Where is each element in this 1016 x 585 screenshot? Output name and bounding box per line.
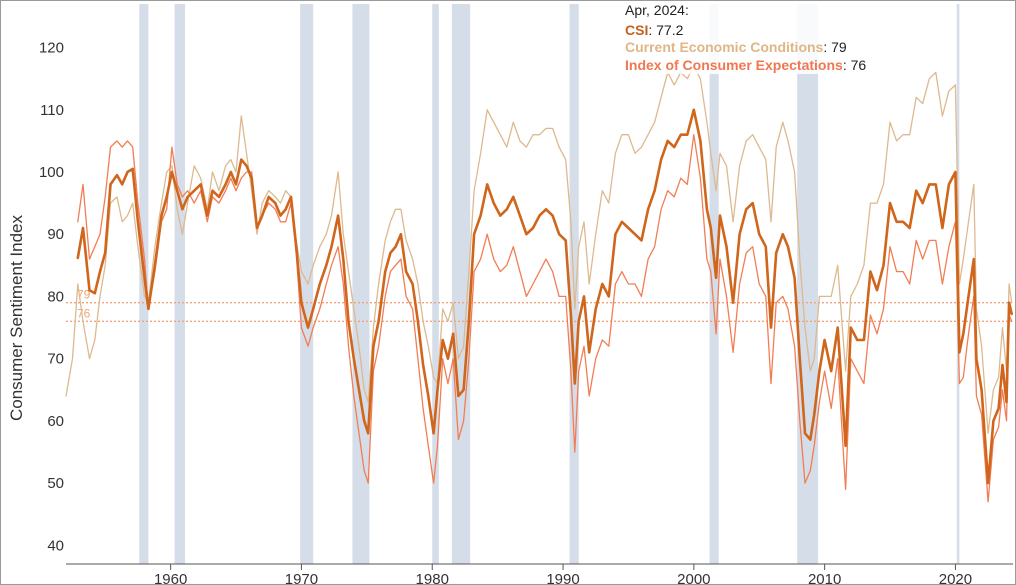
tooltip-series-name: CSI bbox=[625, 22, 648, 38]
axes: 1960 1970 1980 1990 2000 2010 2020 40 50 60 70 80 90… bbox=[39, 40, 1013, 585]
x-tick-label: 2000 bbox=[677, 571, 710, 585]
x-tick-label: 1990 bbox=[546, 571, 579, 585]
y-tick-label: 110 bbox=[40, 102, 64, 119]
y-tick-label: 70 bbox=[47, 351, 64, 368]
recession-band bbox=[300, 4, 314, 564]
tooltip-background bbox=[618, 1, 892, 74]
tooltip-row-current: Current Economic Conditions: 79 bbox=[625, 39, 847, 55]
y-tick-label: 80 bbox=[47, 288, 64, 305]
recession-band bbox=[432, 4, 439, 564]
y-tick-label: 40 bbox=[47, 537, 64, 554]
tooltip-series-value: : 77.2 bbox=[648, 22, 683, 38]
series-line-csi bbox=[76, 108, 1013, 485]
series-lines bbox=[65, 65, 1013, 503]
tooltip-series-name: Current Economic Conditions bbox=[625, 39, 824, 55]
x-tick-label: 2020 bbox=[939, 571, 972, 585]
y-tick-label: 50 bbox=[47, 475, 64, 492]
y-tick-label: 90 bbox=[47, 226, 64, 243]
tooltip-row-csi: CSI: 77.2 bbox=[625, 22, 684, 38]
reference-line-label: 76 bbox=[77, 306, 91, 320]
y-axis-label: Consumer Sentiment Index bbox=[7, 215, 26, 421]
recession-bands bbox=[139, 4, 960, 564]
x-tick-label: 1960 bbox=[154, 571, 187, 585]
x-tick-label: 1970 bbox=[285, 571, 318, 585]
recession-band bbox=[709, 4, 719, 564]
x-tick-label: 2010 bbox=[808, 571, 841, 585]
recession-band bbox=[174, 4, 186, 564]
y-tick-label: 120 bbox=[39, 40, 64, 57]
hover-tooltip: Apr, 2024: CSI: 77.2 Current Economic Co… bbox=[618, 1, 892, 74]
tooltip-date: Apr, 2024: bbox=[625, 2, 689, 18]
tooltip-series-value: : 79 bbox=[823, 39, 847, 55]
tooltip-series-value: : 76 bbox=[843, 57, 867, 73]
series-line-current-economic-conditions bbox=[65, 65, 1013, 434]
y-tick-label: 60 bbox=[47, 413, 64, 430]
series-line-index-of-consumer-expectations bbox=[77, 134, 1013, 503]
recession-band bbox=[797, 4, 819, 564]
tooltip-row-expectations: Index of Consumer Expectations: 76 bbox=[625, 57, 866, 73]
recession-band bbox=[451, 4, 471, 564]
x-tick-label: 1980 bbox=[416, 571, 449, 585]
recession-band bbox=[139, 4, 149, 564]
y-tick-label: 100 bbox=[39, 164, 64, 181]
tooltip-series-name: Index of Consumer Expectations bbox=[625, 57, 843, 73]
